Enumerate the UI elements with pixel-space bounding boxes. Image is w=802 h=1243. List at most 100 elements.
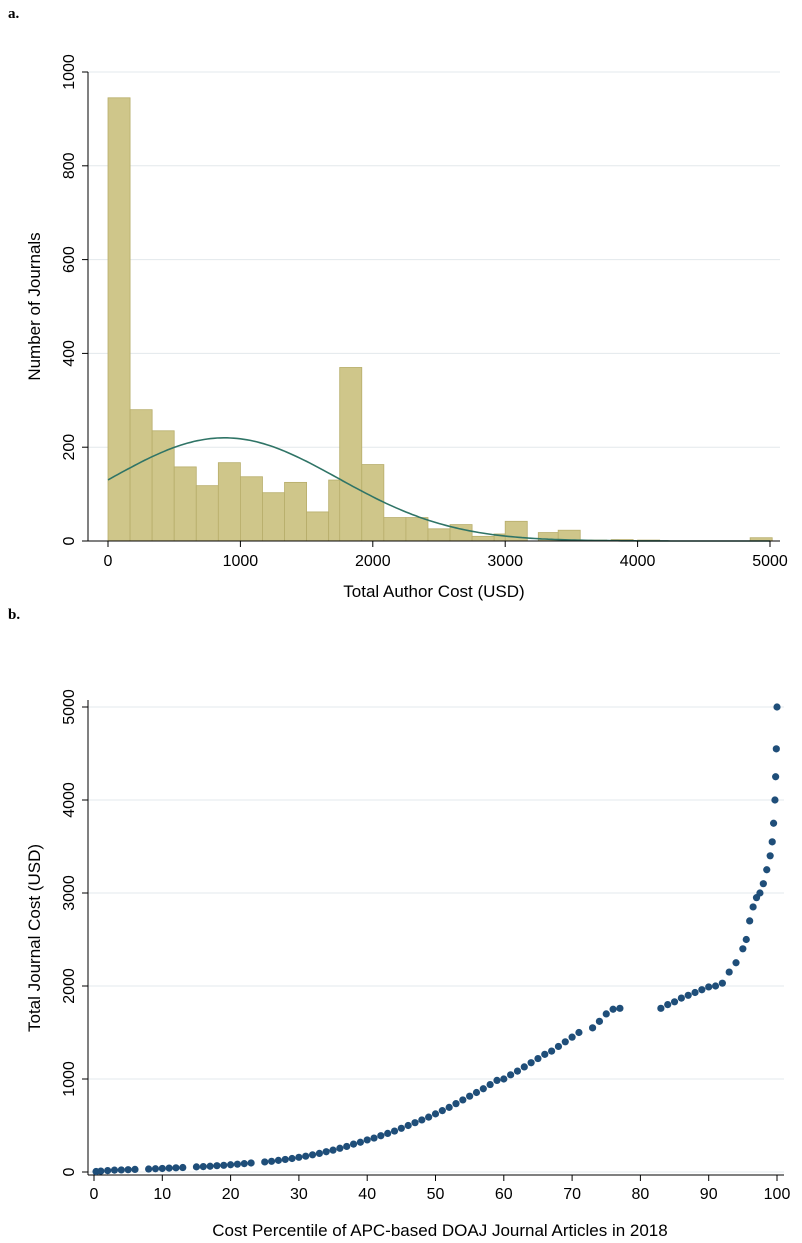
- scatter-point: [117, 1166, 125, 1174]
- scatter-point: [431, 1110, 440, 1118]
- scatter-point: [746, 917, 754, 925]
- scatter-point: [124, 1166, 132, 1174]
- panel-label-a: a.: [8, 6, 20, 22]
- scatter-point: [227, 1161, 235, 1169]
- scatter-point: [343, 1142, 351, 1151]
- x-axis-title: Cost Percentile of APC-based DOAJ Journa…: [212, 1221, 667, 1240]
- scatter-point: [288, 1154, 296, 1163]
- y-tick-label: 4000: [61, 782, 78, 818]
- scatter-point: [363, 1136, 371, 1144]
- x-tick-label: 0: [104, 553, 113, 570]
- scatter-point: [766, 852, 774, 860]
- scatter-point: [192, 1163, 201, 1171]
- scatter-point: [349, 1140, 358, 1148]
- x-tick-label: 60: [495, 1186, 513, 1203]
- scatter-point: [684, 991, 692, 999]
- x-tick-label: 5000: [752, 553, 788, 570]
- scatter-point: [664, 1001, 672, 1009]
- scatter-point: [445, 1103, 453, 1111]
- scatter-point: [104, 1167, 112, 1175]
- scatter-point: [267, 1157, 276, 1165]
- scatter-point: [377, 1132, 385, 1140]
- x-tick-label: 100: [764, 1186, 791, 1203]
- scatter-point: [199, 1163, 207, 1171]
- scatter-point: [657, 1004, 665, 1012]
- scatter-point: [705, 983, 713, 991]
- scatter-point: [145, 1165, 153, 1173]
- scatter-point: [772, 745, 780, 753]
- scatter-point: [609, 1005, 617, 1013]
- scatter-point: [602, 1010, 610, 1018]
- x-axis-title: Total Author Cost (USD): [343, 582, 524, 601]
- y-tick-label: 5000: [61, 689, 78, 725]
- y-axis-title: Number of Journals: [25, 232, 44, 380]
- x-tick-label: 10: [153, 1186, 171, 1203]
- scatter-point: [763, 866, 771, 874]
- scatter-point: [459, 1096, 467, 1104]
- y-tick-label: 1000: [61, 1061, 78, 1097]
- scatter-point: [718, 979, 726, 987]
- x-tick-label: 80: [632, 1186, 650, 1203]
- scatter-point: [97, 1167, 105, 1175]
- scatter-point: [698, 986, 706, 994]
- scatter-point: [527, 1059, 535, 1067]
- scatter-point: [773, 703, 781, 711]
- scatter-point: [588, 1024, 597, 1032]
- scatter-point: [240, 1160, 248, 1168]
- scatter-point: [261, 1158, 269, 1166]
- scatter-point: [356, 1138, 364, 1146]
- scatter-point: [438, 1107, 446, 1115]
- x-tick-label: 1000: [223, 553, 259, 570]
- scatter-point: [165, 1164, 173, 1172]
- scatter-point: [520, 1063, 528, 1071]
- y-tick-label: 3000: [61, 875, 78, 911]
- scatter-point: [725, 968, 733, 976]
- scatter-point: [595, 1017, 604, 1025]
- scatter-point: [739, 945, 747, 953]
- scatter-point: [756, 889, 764, 897]
- scatter-point: [336, 1144, 344, 1152]
- panel-label-b: b.: [8, 607, 21, 623]
- scatter-point: [425, 1113, 433, 1121]
- scatter-point: [575, 1028, 583, 1037]
- scatter-point: [411, 1119, 419, 1127]
- x-tick-label: 4000: [620, 553, 656, 570]
- scatter-point: [493, 1076, 501, 1084]
- scatter-point: [500, 1075, 508, 1083]
- x-tick-label: 20: [222, 1186, 240, 1203]
- scatter-point: [281, 1155, 289, 1164]
- scatter-point: [220, 1161, 228, 1169]
- scatter-point: [247, 1159, 255, 1167]
- scatter-point: [302, 1152, 310, 1160]
- histogram-chart: 0 200 400 600 800 1000 0 1000 2000 3000 4000 5000 To…: [25, 54, 788, 601]
- x-tick-label: 50: [427, 1186, 445, 1203]
- y-tick-label: 0: [61, 1167, 78, 1176]
- y-axis-title: Total Journal Cost (USD): [25, 844, 44, 1032]
- scatter-point: [548, 1047, 556, 1055]
- y-tick-label: 0: [61, 536, 78, 545]
- y-tick-label: 800: [61, 152, 78, 179]
- scatter-point: [213, 1162, 221, 1170]
- scatter-point: [768, 838, 776, 846]
- scatter-point: [179, 1163, 187, 1172]
- scatter-point: [677, 994, 685, 1002]
- scatter-point: [486, 1080, 494, 1089]
- scatter-point: [691, 988, 699, 997]
- scatter-point: [616, 1004, 624, 1012]
- x-tick-label: 0: [90, 1186, 99, 1203]
- scatter-point: [732, 959, 740, 967]
- scatter-point: [206, 1162, 214, 1170]
- x-tick-label: 90: [700, 1186, 718, 1203]
- scatter-point: [404, 1121, 412, 1130]
- scatter-point: [472, 1088, 481, 1097]
- scatter-point: [759, 880, 767, 888]
- scatter-point: [418, 1116, 426, 1124]
- x-tick-label: 2000: [355, 553, 391, 570]
- x-tick-label: 70: [563, 1186, 581, 1203]
- scatter-point: [397, 1124, 405, 1132]
- y-tick-label: 600: [61, 246, 78, 273]
- scatter-point: [295, 1153, 303, 1161]
- scatter-point: [541, 1050, 549, 1058]
- scatter-point: [322, 1148, 330, 1156]
